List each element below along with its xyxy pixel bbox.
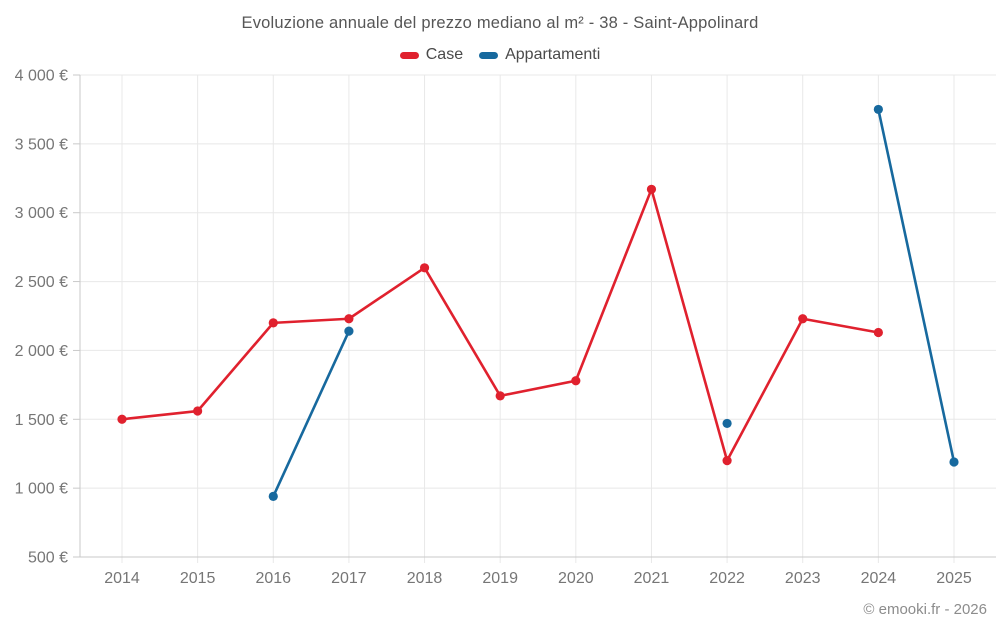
point-case-2022[interactable] [722,456,732,466]
appartamenti-series-swatch [479,51,499,59]
point-case-2023[interactable] [798,314,808,324]
point-appartamenti-2017[interactable] [344,326,354,336]
point-case-2014[interactable] [117,414,127,424]
point-appartamenti-2025[interactable] [949,457,959,467]
point-case-2021[interactable] [646,184,657,194]
yaxis-label-4000: 4 000 € [15,68,68,85]
yaxis-label-500: 500 € [28,550,68,567]
point-case-2018[interactable] [419,263,430,273]
point-case-2016[interactable] [268,318,278,328]
chart-legend: Case Appartamenti [0,46,1000,64]
xaxis-label-2015: 2015 [180,570,216,587]
yaxis-label-2500: 2 500 € [15,274,68,291]
point-case-2024[interactable] [873,327,883,338]
xaxis-label-2016: 2016 [255,570,291,587]
point-case-2019[interactable] [495,391,505,401]
xaxis-label-2022: 2022 [709,570,745,587]
xaxis-label-2020: 2020 [558,570,594,587]
copyright-text: © emooki.fr - 2026 [863,601,987,618]
xaxis-label-2019: 2019 [482,570,518,587]
legend-item-appartamenti[interactable]: Appartamenti [479,46,600,64]
xaxis-label-2014: 2014 [104,570,140,587]
yaxis-label-2000: 2 000 € [15,343,68,360]
point-appartamenti-2022[interactable] [722,418,732,429]
yaxis-label-3500: 3 500 € [15,136,68,153]
point-case-2015[interactable] [193,406,203,416]
yaxis-label-1000: 1 000 € [15,481,68,498]
line-appartamenti-segment-0 [271,329,351,498]
chart-title: Evoluzione annuale del prezzo mediano al… [241,14,759,32]
legend-label-case: Case [425,46,464,63]
legend-label-appartamenti: Appartamenti [505,46,601,63]
xaxis-label-2018: 2018 [407,570,443,587]
xaxis-label-2025: 2025 [936,570,972,587]
yaxis-label-1500: 1 500 € [15,412,68,429]
line-appartamenti-segment-1 [877,108,956,464]
point-appartamenti-2024[interactable] [873,104,883,115]
point-case-2017[interactable] [344,314,354,324]
point-case-2020[interactable] [571,376,581,386]
legend-item-case[interactable]: Case [399,46,464,64]
case-series-swatch [399,51,419,59]
yaxis-label-3000: 3 000 € [15,205,68,222]
xaxis-label-2017: 2017 [331,570,367,587]
xaxis-label-2023: 2023 [785,570,821,587]
point-appartamenti-2016[interactable] [268,491,278,502]
xaxis-label-2021: 2021 [634,570,670,587]
xaxis-label-2024: 2024 [861,570,897,587]
